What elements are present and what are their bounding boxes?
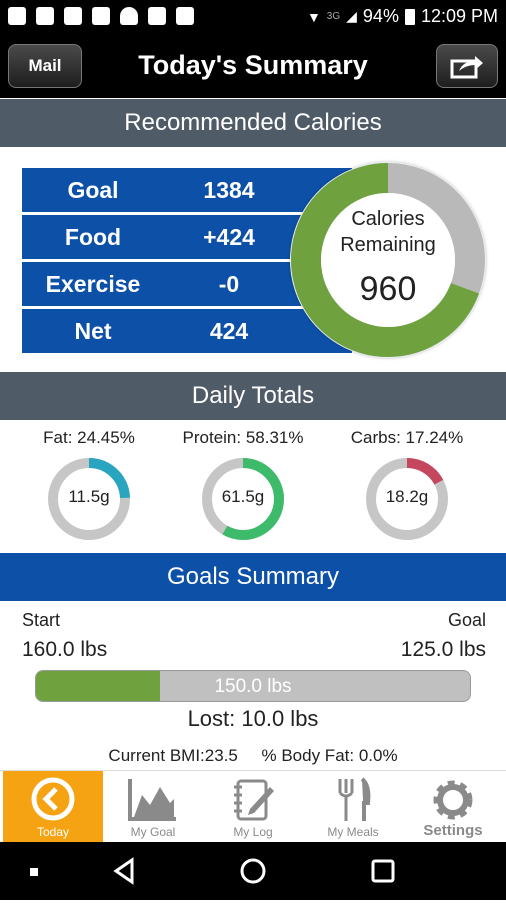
macro-grams: 61.5g <box>221 487 265 506</box>
mail-button[interactable]: Mail <box>8 44 82 88</box>
macro-grams: 18.2g <box>385 487 429 506</box>
macro-protein: Protein: 58.31% 61.5g <box>163 428 323 542</box>
start-label: Start <box>22 610 61 630</box>
tab-label: My Goal <box>130 825 176 839</box>
chart-icon <box>128 779 176 821</box>
notebook-icon <box>234 779 274 821</box>
calendar-icon <box>64 7 82 25</box>
tab-label: My Log <box>233 825 273 839</box>
battery-level: 94% <box>362 6 399 26</box>
macro-donut: 61.5g <box>200 456 286 542</box>
calorie-row-goal: Goal 1384 <box>22 168 352 212</box>
goal-label: Goal <box>447 610 486 630</box>
recommended-calories-header: Recommended Calories <box>0 99 506 147</box>
macro-carbs: Carbs: 17.24% 18.2g <box>327 428 487 542</box>
wifi-icon: ▼ <box>306 8 321 25</box>
signal-icon: ◢ <box>346 8 357 24</box>
weight-lost: Lost: 10.0 lbs <box>187 706 319 731</box>
tab-settings[interactable]: Settings <box>403 771 503 843</box>
progress-fill <box>36 671 161 701</box>
goal-weight: 125.0 lbs <box>400 638 486 661</box>
document-icon <box>92 7 110 25</box>
fork-knife-icon <box>338 777 371 821</box>
body-fat: % Body Fat: 0.0% <box>261 746 398 765</box>
tab-label: Today <box>36 825 70 839</box>
today-icon <box>31 777 75 821</box>
macro-label: Fat: 24.45% <box>43 428 135 447</box>
goals-summary-header: Goals Summary <box>0 553 506 601</box>
person-icon <box>120 7 138 25</box>
macro-label: Protein: 58.31% <box>182 428 304 447</box>
macro-fat: Fat: 24.45% 11.5g <box>9 428 169 542</box>
home-icon[interactable] <box>240 858 266 884</box>
tab-my-meals[interactable]: My Meals <box>303 771 403 843</box>
current-weight: 150.0 lbs <box>214 676 292 697</box>
system-nav-bar <box>0 842 506 900</box>
ring-label-line2: Remaining <box>340 234 436 256</box>
ring-remaining-arc <box>291 163 485 357</box>
tab-my-goal[interactable]: My Goal <box>103 771 203 843</box>
recents-icon[interactable] <box>371 859 395 883</box>
daily-totals-header: Daily Totals <box>0 372 506 420</box>
row-label: Goal <box>67 176 119 203</box>
status-bar: ▼ 3G ◢ 94% 12:09 PM <box>0 0 506 34</box>
tab-label: Settings <box>423 822 483 839</box>
share-button[interactable] <box>436 44 498 88</box>
gmail-icon <box>176 7 194 25</box>
gear-icon <box>433 780 473 820</box>
calorie-table: Goal 1384 Food +424 Exercise -0 Net 424 <box>22 168 352 356</box>
clock: 12:09 PM <box>420 6 498 26</box>
row-label: Food <box>64 223 122 250</box>
back-icon[interactable] <box>113 857 134 885</box>
body-stats: Current BMI:23.5 % Body Fat: 0.0% <box>0 746 506 766</box>
row-value: +424 <box>203 223 255 250</box>
share-icon <box>450 56 483 79</box>
row-value: 424 <box>209 317 249 344</box>
gmail-icon <box>36 7 54 25</box>
shield-icon <box>8 7 26 25</box>
app-header: Mail Today's Summary <box>0 34 506 98</box>
tab-my-log[interactable]: My Log <box>203 771 303 843</box>
calories-remaining-ring: Calories Remaining 960 <box>290 162 486 358</box>
wrench-icon <box>148 7 166 25</box>
row-label: Exercise <box>45 270 141 297</box>
menu-dot-icon <box>30 868 38 876</box>
calories-remaining-value: 960 <box>359 270 417 308</box>
macro-donut: 11.5g <box>46 456 132 542</box>
current-bmi: Current BMI:23.5 <box>108 746 238 765</box>
calorie-row-net: Net 424 <box>22 309 352 353</box>
macro-label: Carbs: 17.24% <box>350 428 464 447</box>
tab-label: My Meals <box>327 825 379 839</box>
tab-today[interactable]: Today <box>3 771 103 843</box>
page-title: Today's Summary <box>138 50 368 80</box>
battery-icon <box>404 8 415 25</box>
macro-donut: 18.2g <box>364 456 450 542</box>
row-label: Net <box>74 317 112 344</box>
row-value: 1384 <box>203 176 255 203</box>
macro-grams: 11.5g <box>68 487 110 506</box>
row-value: -0 <box>218 270 240 297</box>
weight-progress-bar: 150.0 lbs <box>35 670 471 702</box>
ring-label-line1: Calories <box>351 208 425 230</box>
start-weight: 160.0 lbs <box>22 638 108 661</box>
network-type: 3G <box>326 11 341 22</box>
bottom-tab-bar: Today My Goal My Log My Meals Settings <box>0 770 506 843</box>
